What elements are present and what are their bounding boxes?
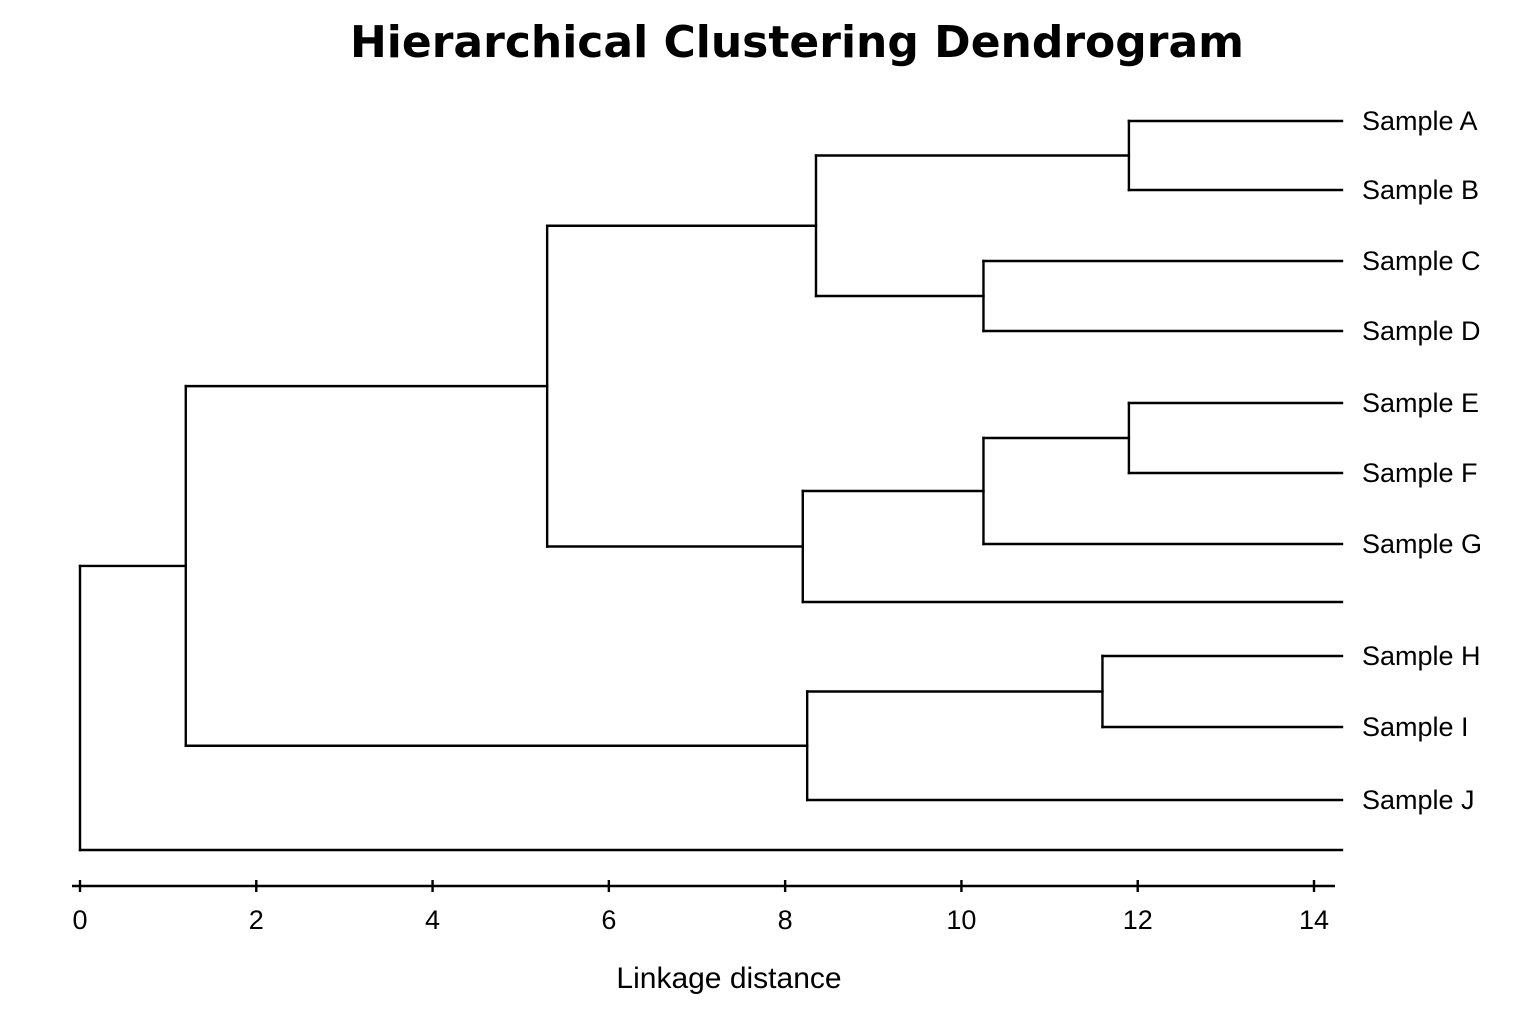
leaf-label-e: Sample E bbox=[1362, 388, 1479, 418]
merge-efg bbox=[982, 436, 1344, 546]
merge-root bbox=[78, 564, 1344, 852]
chart-title: Hierarchical Clustering Dendrogram bbox=[350, 17, 1244, 68]
leaf-label-g: Sample G bbox=[1362, 529, 1482, 559]
leaf-label-d: Sample D bbox=[1362, 316, 1481, 346]
merge-hi bbox=[1101, 654, 1344, 729]
x-tick-label-8: 8 bbox=[778, 905, 793, 935]
x-tick-label-12: 12 bbox=[1123, 905, 1153, 935]
x-tick-label-4: 4 bbox=[425, 905, 440, 935]
leaf-label-a: Sample A bbox=[1362, 106, 1478, 136]
leaf-label-f: Sample F bbox=[1362, 458, 1478, 488]
x-axis: 0 2 4 6 8 10 12 14 bbox=[72, 880, 1335, 935]
x-tick-label-2: 2 bbox=[249, 905, 264, 935]
x-axis-ticks: 0 2 4 6 8 10 12 14 bbox=[72, 880, 1329, 935]
leaf-label-c: Sample C bbox=[1362, 246, 1481, 276]
x-tick-label-0: 0 bbox=[72, 905, 87, 935]
x-tick-label-14: 14 bbox=[1299, 905, 1329, 935]
merge-ef bbox=[1127, 401, 1344, 475]
merge-ab bbox=[1127, 119, 1344, 192]
x-tick-label-10: 10 bbox=[946, 905, 976, 935]
leaf-labels: Sample A Sample B Sample C Sample D Sample E… bbox=[1362, 106, 1482, 815]
x-axis-label: Linkage distance bbox=[616, 962, 841, 995]
dendrogram-links bbox=[78, 119, 1344, 852]
merge-efgu1 bbox=[801, 489, 1344, 604]
merge-aj bbox=[184, 384, 809, 747]
leaf-label-i: Sample I bbox=[1362, 712, 1469, 742]
merge-abcd bbox=[814, 154, 1131, 298]
merge-ag bbox=[545, 224, 818, 548]
leaf-label-j: Sample J bbox=[1362, 785, 1475, 815]
leaf-label-b: Sample B bbox=[1362, 175, 1479, 205]
leaf-label-h: Sample H bbox=[1362, 641, 1481, 671]
merge-hij bbox=[805, 690, 1344, 802]
x-tick-label-6: 6 bbox=[601, 905, 616, 935]
merge-cd bbox=[982, 259, 1344, 333]
